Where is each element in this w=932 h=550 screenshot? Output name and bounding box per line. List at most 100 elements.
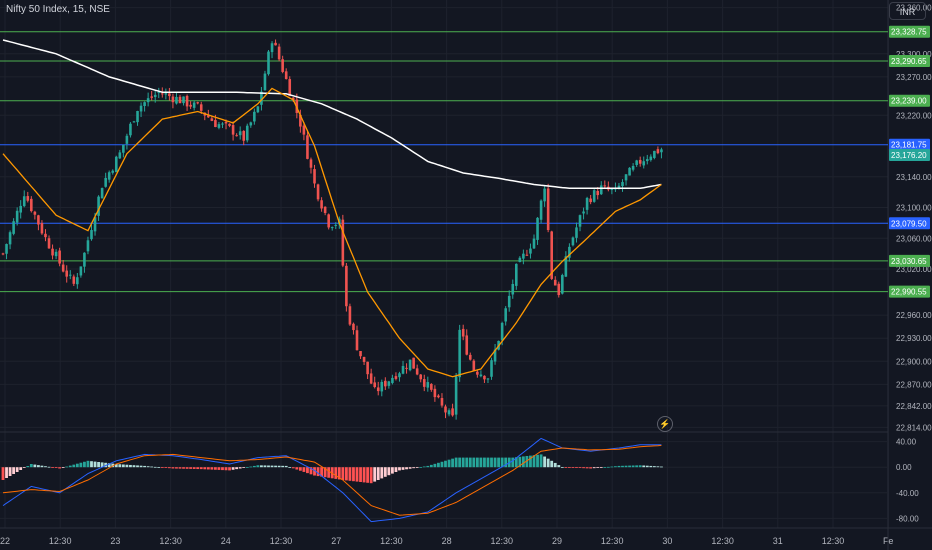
candle-body [330,227,334,229]
candle-body [263,73,267,91]
x-tick-label: 12:30 [270,536,293,546]
candle-body [476,371,479,375]
level-label-bg [889,217,930,230]
macd-histogram-bar [228,467,231,471]
lightning-icon[interactable]: ⚡ [657,416,673,432]
macd-histogram-bar [320,467,323,477]
candle-body [582,211,585,214]
candle-body [422,379,426,387]
macd-histogram-bar [394,467,398,472]
macd-histogram-bar [447,459,451,468]
macd-histogram-bar [136,465,139,468]
candle-body [26,196,30,201]
candle-body [458,329,461,378]
macd-histogram-bar [203,467,207,470]
candle-body [22,196,26,207]
candle-body [649,156,653,161]
candle-body [631,165,635,170]
candle-body [221,123,224,125]
macd-histogram-bar [270,465,274,468]
chart-title: Nifty 50 Index, 15, NSE [6,4,110,15]
macd-histogram-bar [97,462,100,468]
candle-body [507,295,511,308]
candle-body [553,279,557,286]
candle-body [451,408,454,416]
macd-histogram-bar [12,467,16,474]
macd-histogram-bar [121,464,125,468]
macd-histogram-bar [90,461,93,468]
candle-body [472,360,476,371]
candle-body [302,125,306,135]
macd-histogram-bar [249,466,253,468]
candle-body [104,177,107,187]
candle-body [617,185,621,189]
candle-body [412,357,415,369]
candle-body [327,214,330,228]
macd-histogram-bar [401,467,405,470]
candle-body [316,184,320,200]
candle-body [493,349,497,362]
macd-histogram-bar [199,467,203,470]
macd-histogram-bar [511,457,515,468]
candle-body [592,190,596,202]
currency-button[interactable]: INR [889,2,926,20]
macd-histogram-bar [440,461,444,468]
macd-histogram-bar [37,465,40,468]
x-tick-label: 30 [662,536,672,546]
macd-line [2,437,662,523]
y-tick-label: 23,140.00 [896,173,932,182]
candle-body [125,135,129,144]
macd-histogram-bar [44,466,47,468]
macd-histogram-bar [352,467,355,482]
macd-histogram-bar [284,465,288,468]
candle-body [653,150,656,158]
macd-histogram-bar [359,467,362,482]
candle-body [529,248,532,254]
macd-histogram-bar [337,467,341,480]
macd-histogram-bar [645,465,649,468]
macd-histogram-bar [210,467,214,470]
level-label: 23,079.50 [891,219,927,228]
level-label: 23,328.75 [891,28,927,37]
candle-body [437,395,440,398]
macd-histogram-bar [182,467,185,469]
candle-body [447,410,451,415]
macd-histogram-bar [217,467,221,470]
macd-histogram-bar [323,467,327,478]
candle-body [394,376,398,379]
candle-body [146,98,150,103]
macd-histogram-bar [599,467,603,468]
candle-body [132,121,136,123]
signal-line [2,444,662,516]
candle-body [157,91,161,93]
macd-histogram-bar [479,457,483,468]
candle-body [231,125,235,135]
y-tick-label: 22,900.00 [896,357,932,366]
candle-body [522,253,525,259]
candle-body [15,210,19,223]
macd-histogram-bar [451,458,454,468]
candle-body [90,230,93,240]
candle-body [387,381,391,386]
candle-body [83,252,86,267]
candle-body [433,388,437,398]
macd-histogram-bar [214,467,217,470]
candle-body [490,360,493,377]
macd-histogram-bar [387,467,391,476]
macd-histogram-bar [157,467,161,468]
candle-body [543,188,546,202]
candle-body [274,42,277,46]
candle-body [54,251,58,257]
macd-histogram-bar [571,467,575,468]
x-tick-label: 29 [552,536,562,546]
candle-body [391,377,394,383]
candle-body [153,94,157,98]
candle-body [284,71,288,80]
macd-histogram-bar [267,465,270,468]
macd-histogram-bar [500,457,504,468]
candle-body [122,144,125,153]
ma-fast-line [2,87,662,378]
candle-body [461,328,465,337]
candle-body [207,115,210,118]
